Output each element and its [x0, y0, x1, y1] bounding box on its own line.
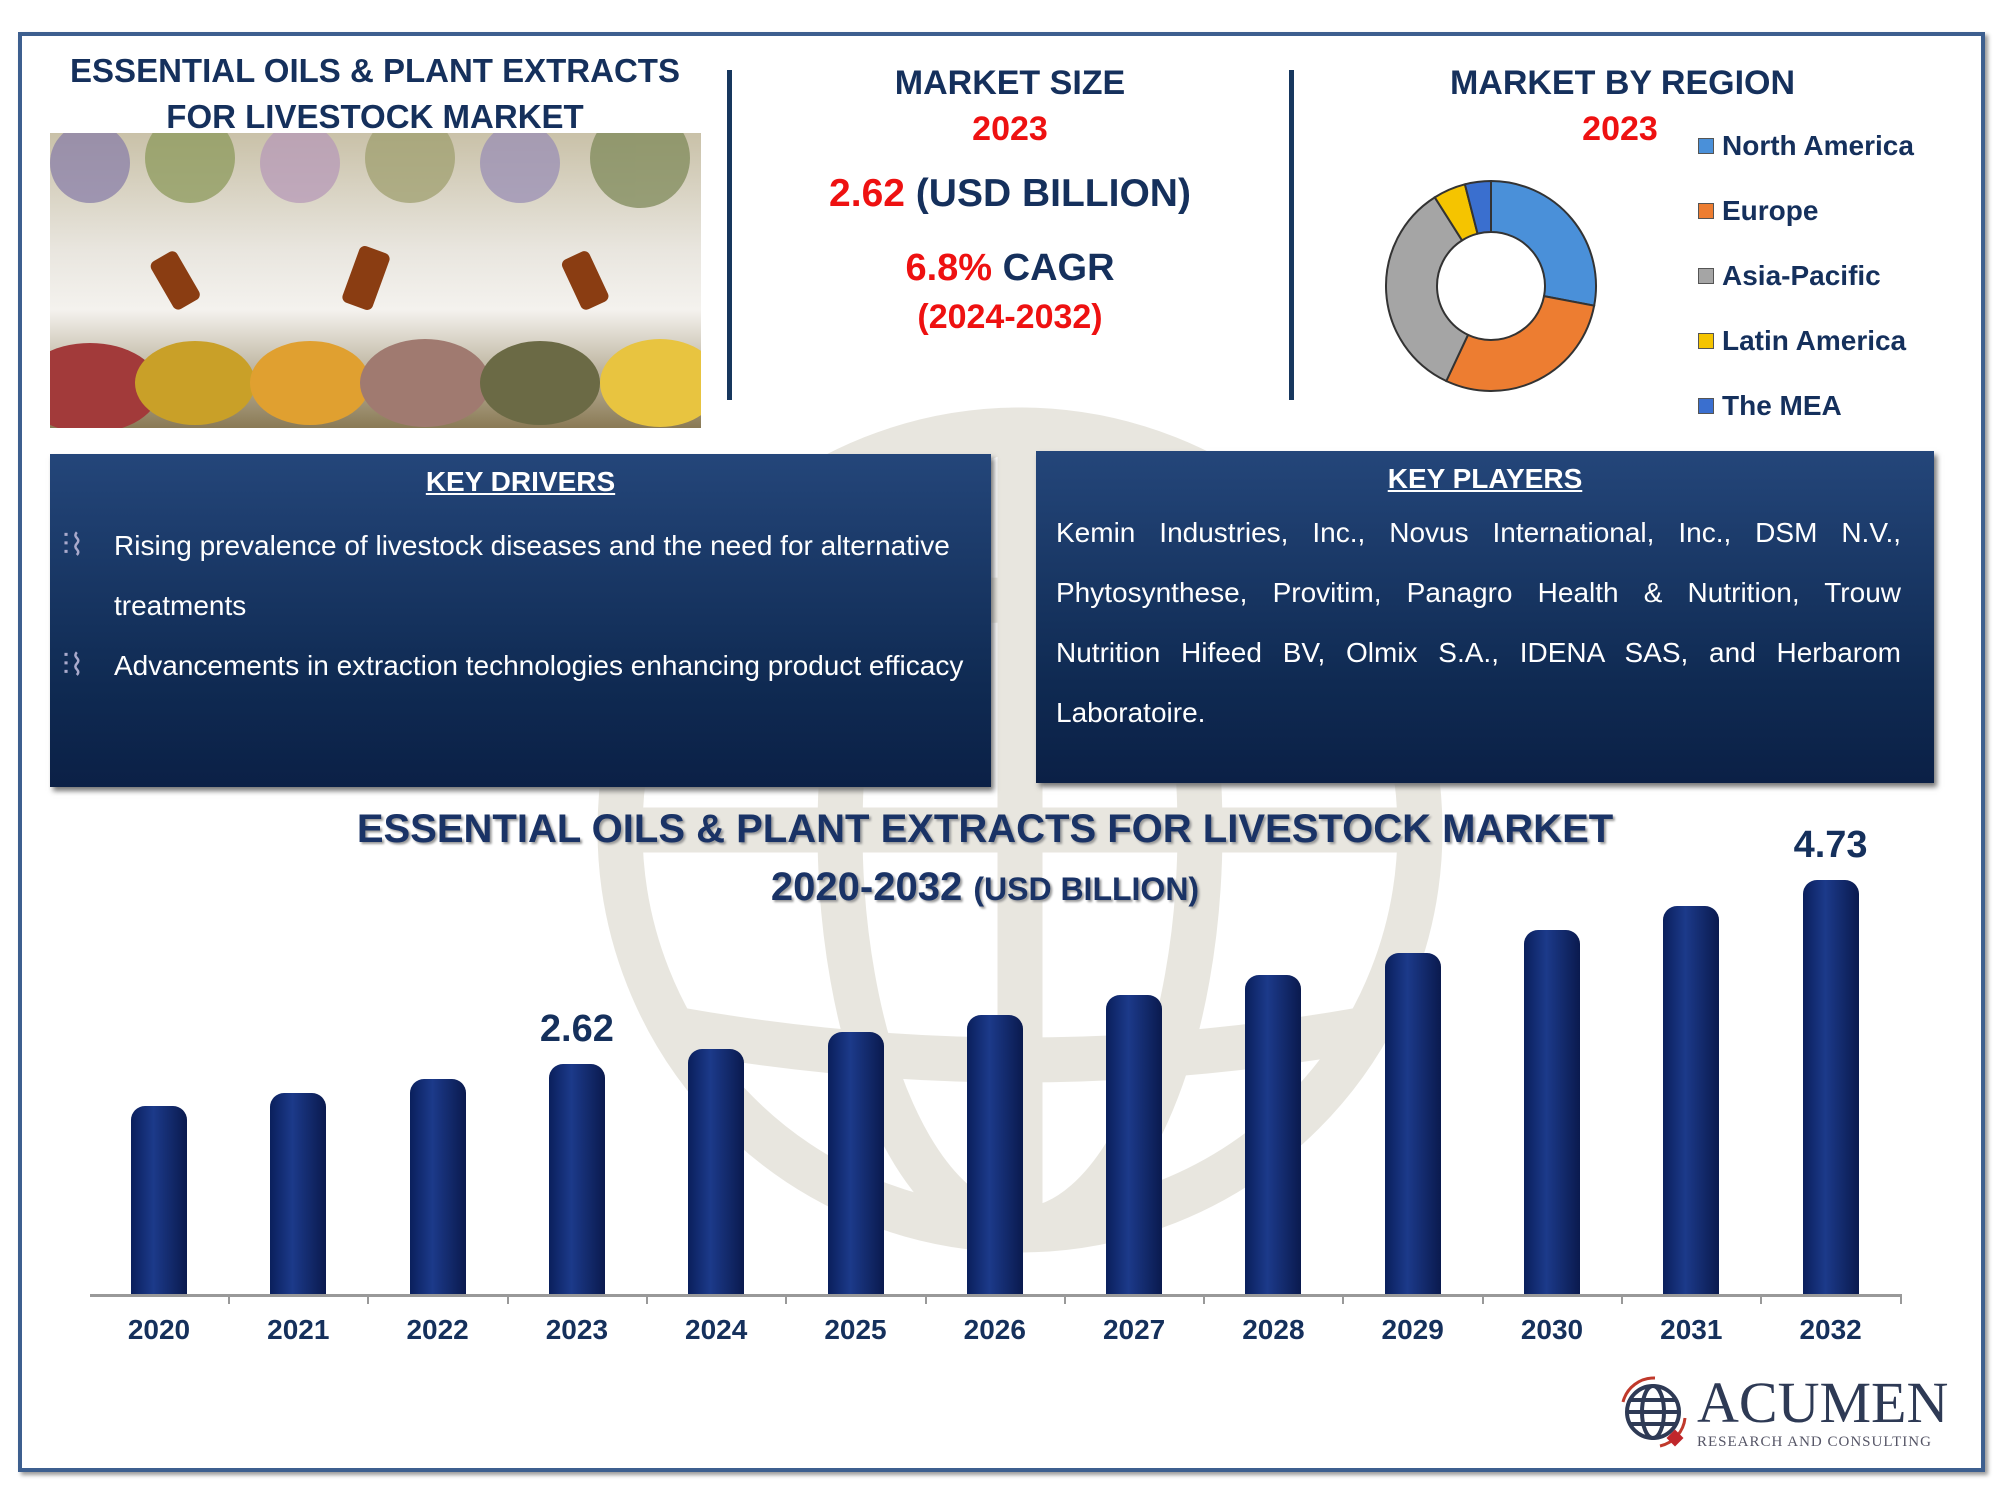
legend-item: North America: [1698, 130, 1914, 162]
legend-item: Asia-Pacific: [1698, 260, 1881, 292]
legend-swatch: [1698, 398, 1714, 414]
legend-item: Europe: [1698, 195, 1818, 227]
cagr-line: 6.8% CAGR: [740, 247, 1280, 290]
globe-logo-icon: [1621, 1376, 1687, 1448]
chart-title: ESSENTIAL OILS & PLANT EXTRACTS FOR LIVE…: [200, 800, 1770, 918]
market-size-value-line: 2.62 (USD BILLION): [740, 172, 1280, 216]
cagr-period: (2024-2032): [917, 298, 1103, 336]
key-players-panel: KEY PLAYERS Kemin Industries, Inc., Novu…: [1036, 451, 1934, 783]
cagr-label: CAGR: [1002, 247, 1115, 289]
donut-slice-europe: [1444, 294, 1596, 392]
logo-tagline: RESEARCH AND CONSULTING: [1697, 1434, 1932, 1450]
infographic-frame: [18, 32, 1985, 1472]
legend-label: North America: [1722, 130, 1914, 161]
legend-item: The MEA: [1698, 390, 1842, 422]
chart-bullet-icon: ⫶⌇: [62, 649, 85, 682]
market-size-value: 2.62: [829, 172, 905, 215]
driver-text: Advancements in extraction technologies …: [114, 650, 964, 681]
divider: [1289, 70, 1294, 400]
legend-label: Latin America: [1722, 325, 1907, 356]
chart-bullet-icon: ⫶⌇: [62, 529, 85, 562]
driver-item: ⫶⌇ Rising prevalence of livestock disease…: [62, 516, 991, 636]
legend-label: The MEA: [1722, 390, 1842, 421]
cagr-value: 6.8%: [905, 247, 993, 289]
logo-name: ACUMEN: [1697, 1370, 1949, 1435]
key-drivers-heading: KEY DRIVERS: [425, 466, 616, 497]
key-players-heading: KEY PLAYERS: [1387, 463, 1583, 494]
driver-item: ⫶⌇ Advancements in extraction technologie…: [62, 636, 991, 696]
main-title: ESSENTIAL OILS & PLANT EXTRACTS FOR LIVE…: [70, 52, 680, 135]
chart-title-text: ESSENTIAL OILS & PLANT EXTRACTS FOR LIVE…: [356, 807, 1614, 851]
legend-swatch: [1698, 333, 1714, 349]
legend-swatch: [1698, 268, 1714, 284]
legend-swatch: [1698, 203, 1714, 219]
legend-item: Latin America: [1698, 325, 1906, 357]
chart-subtitle-years: 2020-2032: [770, 865, 963, 909]
donut-slice-the-mea: [1463, 179, 1492, 235]
region-donut-chart: [1385, 179, 1597, 392]
key-drivers-panel: KEY DRIVERS ⫶⌇ Rising prevalence of lives…: [50, 454, 991, 787]
herbs-and-oils-photo: [50, 133, 701, 428]
chart-subtitle-unit: (USD BILLION): [973, 871, 1200, 907]
market-size-year: 2023: [972, 110, 1048, 148]
donut-slice-north-america: [1490, 179, 1597, 307]
donut-slice-asia-pacific: [1385, 195, 1470, 383]
legend-label: Asia-Pacific: [1722, 260, 1881, 291]
acumen-logo: ACUMEN RESEARCH AND CONSULTING: [1615, 1370, 1949, 1452]
key-players-text: Kemin Industries, Inc., Novus Internatio…: [1056, 517, 1901, 728]
market-size-unit: (USD BILLION): [915, 172, 1191, 215]
region-heading: MARKET BY REGION: [1449, 64, 1796, 102]
divider: [727, 70, 732, 400]
legend-label: Europe: [1722, 195, 1819, 226]
driver-text: Rising prevalence of livestock diseases …: [114, 530, 950, 621]
region-year: 2023: [1582, 110, 1658, 148]
legend-swatch: [1698, 138, 1714, 154]
market-size-heading: MARKET SIZE: [894, 64, 1126, 102]
